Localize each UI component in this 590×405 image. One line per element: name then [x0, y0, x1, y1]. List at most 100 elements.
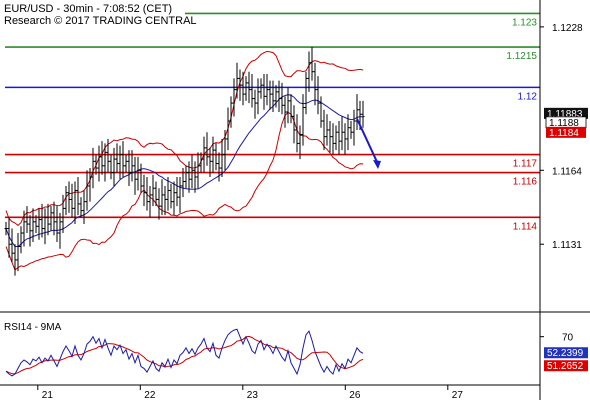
- price-bar: [94, 154, 98, 175]
- price-tick-label: 1.1228: [552, 23, 583, 34]
- price-tick-label: 1.1164: [552, 166, 582, 177]
- level-label: 1.114: [513, 221, 538, 232]
- price-bar: [301, 94, 305, 146]
- price-bar: [352, 109, 356, 146]
- price-bar: [16, 233, 20, 272]
- price-bar: [37, 208, 41, 240]
- price-bar: [259, 78, 263, 99]
- price-bar: [316, 76, 320, 115]
- price-bar: [331, 123, 335, 155]
- price-bar: [55, 206, 59, 242]
- price-bar: [79, 197, 83, 218]
- price-bar: [223, 129, 227, 171]
- price-bar: [103, 143, 107, 182]
- price-bar: [82, 190, 86, 225]
- price-bar: [70, 183, 74, 218]
- price-bar: [88, 168, 92, 202]
- time-tick-label: 27: [452, 390, 464, 400]
- price-bar: [25, 206, 29, 234]
- price-bar: [295, 114, 299, 153]
- price-bar: [49, 206, 53, 231]
- price-tick-label: 1.1131: [552, 240, 582, 251]
- price-bar: [247, 71, 251, 104]
- rsi-signal-line: [5, 335, 364, 375]
- price-bar: [166, 177, 170, 211]
- price-tag-label: 1.11883: [547, 109, 583, 120]
- time-tick-label: 21: [42, 390, 54, 400]
- level-label: 1.116: [513, 177, 538, 188]
- forecast-arrow-head: [373, 160, 381, 170]
- price-bar: [313, 62, 317, 106]
- price-bar: [193, 161, 197, 193]
- chart-header-line2: Research © 2017 TRADING CENTRAL: [4, 15, 197, 27]
- price-bar: [334, 125, 338, 151]
- price-bar: [190, 154, 194, 189]
- time-tick-label: 26: [349, 390, 361, 400]
- price-bar: [139, 163, 143, 193]
- price-bar: [340, 116, 344, 151]
- level-label: 1.12: [518, 91, 538, 102]
- price-bar: [58, 212, 62, 249]
- price-bar: [232, 78, 236, 117]
- price-bar: [253, 89, 257, 119]
- price-bar: [343, 123, 347, 155]
- price-bar: [157, 188, 161, 220]
- price-bar: [241, 71, 245, 106]
- price-bar: [145, 177, 149, 211]
- chart-header-line1: EUR/USD - 30min - 7:08:52 (CET): [4, 3, 172, 15]
- price-bar: [262, 73, 266, 110]
- level-label: 1.1215: [506, 51, 537, 62]
- price-bar: [292, 105, 296, 144]
- price-bar: [202, 136, 206, 173]
- price-bar: [307, 51, 311, 92]
- price-bar: [28, 215, 32, 247]
- price-bar: [154, 181, 158, 207]
- price-bar: [325, 114, 329, 146]
- rsi-tick-label: 70: [562, 333, 574, 344]
- price-bar: [85, 170, 89, 211]
- price-bar: [7, 217, 11, 258]
- price-bar: [361, 100, 365, 128]
- price-bar: [64, 185, 68, 216]
- price-bar: [19, 226, 23, 254]
- price-bar: [187, 161, 191, 193]
- price-bar: [289, 94, 293, 124]
- price-bar: [31, 208, 35, 242]
- price-bar: [229, 96, 233, 128]
- price-bar: [220, 138, 224, 178]
- price-bar: [250, 73, 254, 108]
- price-bar: [244, 76, 248, 101]
- price-bar: [148, 185, 152, 218]
- price-bar: [127, 150, 131, 186]
- price-bar: [274, 85, 278, 108]
- rsi-panel: RSI14 - 9MA: [4, 322, 364, 377]
- price-bar: [280, 82, 284, 115]
- forecast-arrow-line: [356, 118, 379, 165]
- price-bar: [22, 210, 26, 247]
- price-bar: [34, 215, 38, 234]
- price-bar: [43, 208, 47, 245]
- price-bar: [226, 107, 230, 151]
- price-bar: [271, 80, 275, 113]
- price-bar: [13, 244, 17, 276]
- price-bar: [91, 147, 95, 189]
- time-tick-label: 23: [247, 390, 259, 400]
- price-bar: [46, 203, 50, 236]
- price-bar: [130, 150, 134, 182]
- price-bar: [283, 96, 287, 128]
- price-bar: [73, 181, 77, 225]
- price-bar: [121, 141, 125, 178]
- price-bar: [322, 109, 326, 151]
- price-bar: [199, 152, 203, 173]
- price-bar: [349, 120, 353, 139]
- price-bar: [178, 177, 182, 213]
- level-label: 1.123: [512, 17, 537, 28]
- price-bar: [106, 138, 110, 173]
- level-label: 1.117: [513, 159, 538, 170]
- price-bar: [175, 177, 179, 207]
- price-bar: [151, 174, 155, 207]
- price-bar: [328, 120, 332, 153]
